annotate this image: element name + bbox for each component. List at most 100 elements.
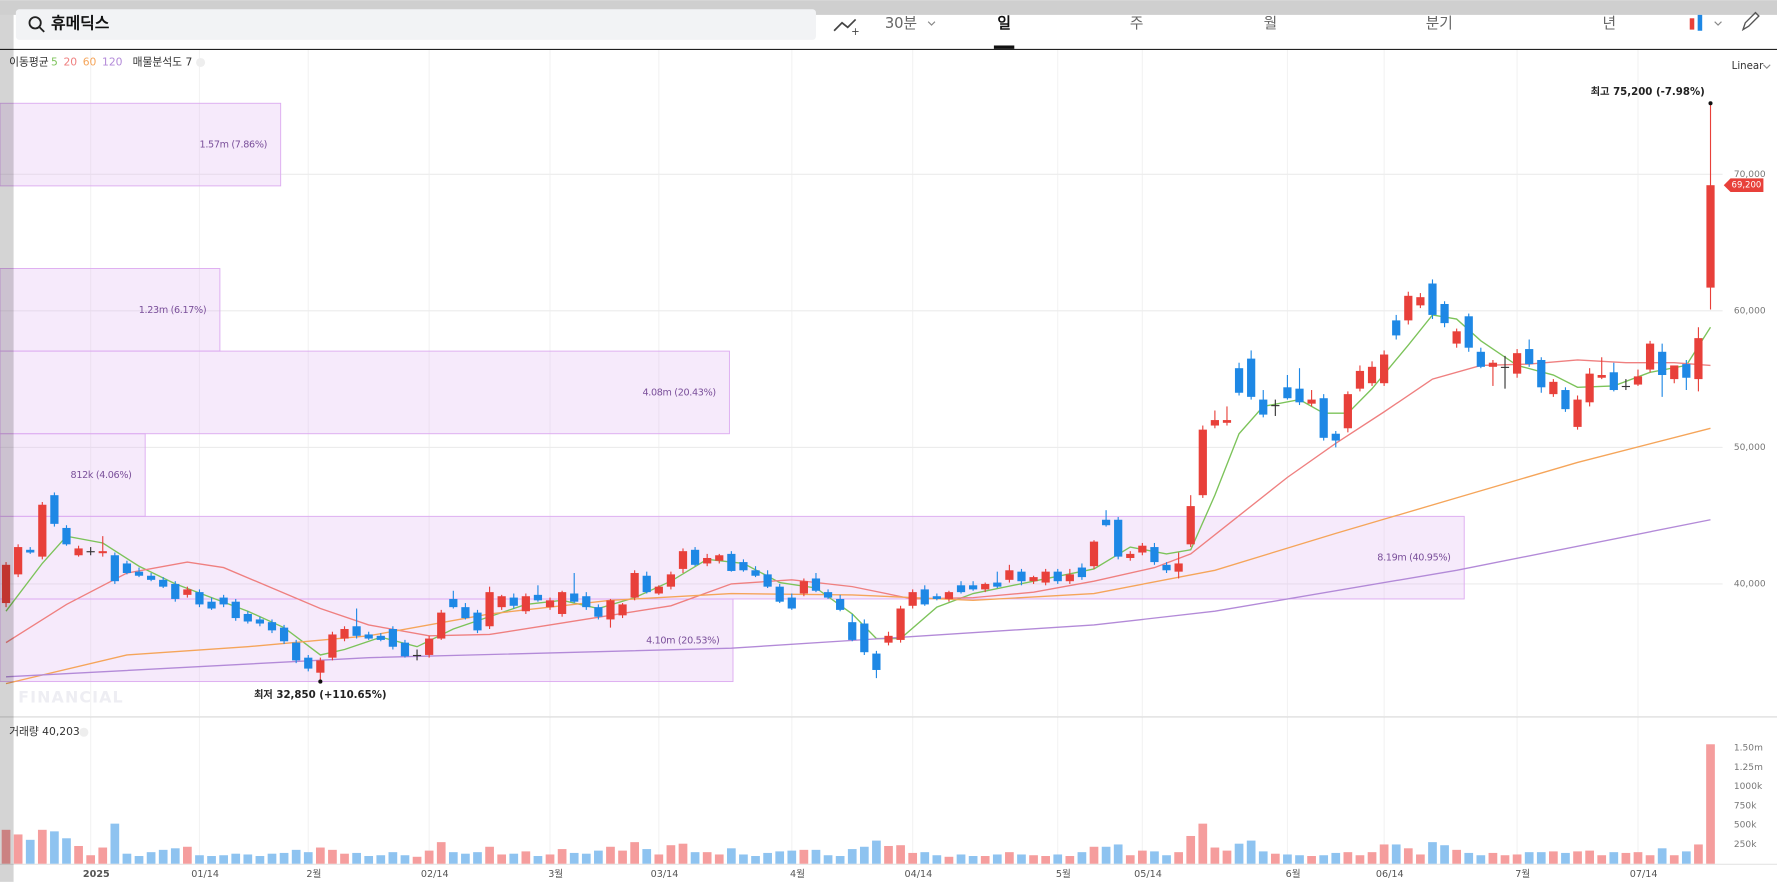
high-marker xyxy=(1708,101,1713,106)
x-tick-label: 2025 xyxy=(83,869,110,880)
candle-body xyxy=(1234,368,1244,393)
volume-bar xyxy=(726,848,736,864)
candle-body xyxy=(388,628,397,647)
indicator-icon[interactable] xyxy=(833,18,857,32)
profile-label: 1.23m (6.17%) xyxy=(139,305,207,316)
volume-bar xyxy=(1089,846,1099,864)
candle-body xyxy=(727,553,736,571)
volume-bar xyxy=(1573,851,1582,864)
volume-bar xyxy=(1512,854,1522,864)
interval-tab[interactable]: 주 xyxy=(1130,15,1144,32)
profile-label: 812k (4.06%) xyxy=(71,470,132,481)
candle-body xyxy=(1658,351,1667,376)
candle-body xyxy=(1247,358,1256,397)
search-box[interactable] xyxy=(15,9,816,40)
candle-body xyxy=(558,592,567,614)
ma-legend-entry[interactable]: 5 xyxy=(51,55,58,68)
volume-bar xyxy=(569,852,579,864)
candle-body xyxy=(86,551,95,553)
candle-body xyxy=(545,600,555,608)
candle-body xyxy=(1573,399,1582,427)
volume-legend[interactable]: 거래량 40,203 xyxy=(9,725,80,738)
candle-body xyxy=(14,547,23,575)
volume-bar xyxy=(328,849,337,864)
volume-bar xyxy=(847,849,857,864)
volume-bar xyxy=(630,842,639,864)
candle-body xyxy=(98,551,107,554)
volume-bar xyxy=(799,849,809,864)
candle-body xyxy=(1549,381,1558,395)
volume-bar xyxy=(1295,855,1304,864)
interval-tab[interactable]: 월 xyxy=(1264,15,1278,32)
search-icon[interactable] xyxy=(28,16,42,30)
volume-bar xyxy=(1,829,11,864)
interval-tab[interactable]: 일 xyxy=(997,15,1011,32)
x-tick-label: 06/14 xyxy=(1376,869,1404,880)
volume-bar xyxy=(1416,854,1425,864)
candle-body xyxy=(896,608,905,640)
interval-tab[interactable]: 분기 xyxy=(1426,15,1453,32)
candle-body xyxy=(1343,394,1352,429)
candle-body xyxy=(1138,545,1147,553)
volume-bar xyxy=(1440,845,1449,864)
candle-body xyxy=(183,589,192,595)
chart-type-icon[interactable] xyxy=(1697,14,1703,31)
candle-body xyxy=(570,593,579,602)
candle-body xyxy=(582,596,591,608)
volume-bar xyxy=(678,843,688,864)
candle-body xyxy=(1029,577,1038,582)
volume-bar xyxy=(1307,856,1316,864)
volume-bar xyxy=(533,856,543,864)
ma-legend-entry[interactable]: 120 xyxy=(102,55,123,68)
candle-body xyxy=(171,583,180,599)
volume-bar xyxy=(968,856,978,864)
draw-tool-icon[interactable] xyxy=(1741,11,1760,32)
labels: 2025 01/14 2월 02/14 3월 03/14 4월 04/14 5월 05/14 6월 0… xyxy=(51,55,1766,879)
candle-body xyxy=(461,607,470,619)
volume-bar xyxy=(1609,852,1619,864)
candle-body xyxy=(437,612,446,639)
volume-bar xyxy=(424,850,434,864)
candle-body xyxy=(666,574,676,587)
volume-bar xyxy=(666,845,676,864)
ma-legend-title[interactable]: 이동평균 xyxy=(9,55,49,68)
interval-tab[interactable]: 년 xyxy=(1602,15,1616,32)
profile-legend[interactable]: 매물분석도 7 xyxy=(133,55,193,68)
remove-icon[interactable] xyxy=(79,727,89,737)
candle-body xyxy=(1682,364,1691,378)
scale-mode[interactable]: Linear xyxy=(1732,61,1764,72)
volume-bar xyxy=(243,854,253,864)
volume-bar xyxy=(448,852,458,864)
candle-body xyxy=(848,622,857,640)
volume-bar xyxy=(110,823,120,864)
profile-bin xyxy=(0,350,730,435)
volume-bar xyxy=(835,856,845,864)
candle-body xyxy=(1150,547,1159,563)
volume-bar xyxy=(1669,855,1679,864)
ma-line xyxy=(5,519,1711,678)
interval-tab[interactable]: 30분 xyxy=(885,15,917,32)
volume-bar xyxy=(74,845,83,864)
ma-legend-entry[interactable]: 60 xyxy=(83,55,97,68)
volume-bar xyxy=(1174,852,1183,864)
search-text[interactable]: 휴메딕스 xyxy=(51,13,110,32)
volume-bar xyxy=(1125,855,1135,864)
volume-bar xyxy=(1283,854,1292,864)
candle-body xyxy=(763,574,772,587)
volume-bar xyxy=(763,852,772,864)
candle-body xyxy=(630,573,639,598)
volume-bar xyxy=(1150,851,1159,864)
volume-bar xyxy=(158,849,168,864)
remove-icon[interactable] xyxy=(196,57,206,68)
last-price-tag xyxy=(1723,178,1764,193)
candle-body xyxy=(1476,351,1485,367)
volume-tick-label: 1000k xyxy=(1734,782,1763,792)
candle-body xyxy=(1319,398,1328,438)
profile-label: 8.19m (40.95%) xyxy=(1377,553,1450,564)
volume-bar xyxy=(195,855,204,864)
x-tick-label: 6월 xyxy=(1286,868,1301,880)
chart-type-icon[interactable] xyxy=(1689,18,1695,30)
candle-body xyxy=(836,598,845,610)
volume-bar xyxy=(775,851,785,864)
ma-legend-entry[interactable]: 20 xyxy=(63,55,77,68)
